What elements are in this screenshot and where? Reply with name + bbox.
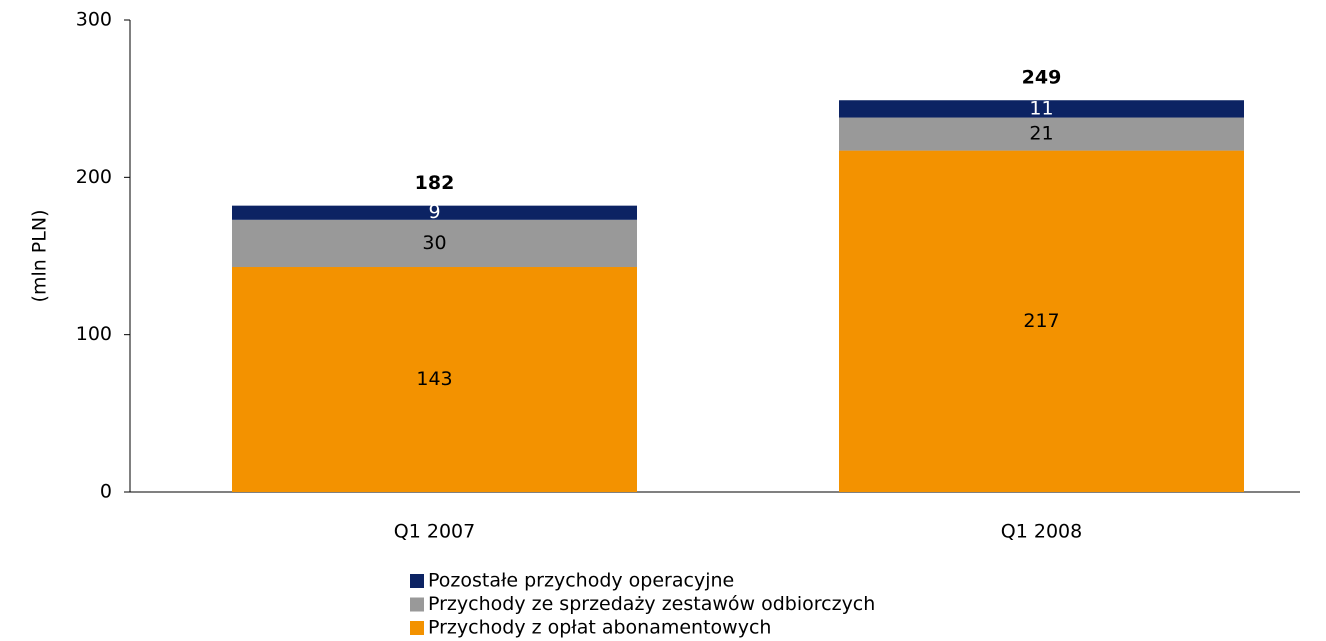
y-tick-label: 0 — [100, 481, 112, 503]
legend-swatch — [410, 574, 424, 588]
legend-label: Przychody ze sprzedaży zestawów odbiorcz… — [428, 593, 875, 615]
data-label: 143 — [416, 368, 452, 390]
bar-segment — [232, 267, 637, 492]
y-axis-label: (mln PLN) — [29, 210, 51, 303]
bar-segment — [839, 100, 1244, 118]
data-label: 30 — [422, 232, 446, 254]
total-label: 249 — [1022, 67, 1062, 89]
y-tick-label: 300 — [76, 9, 112, 31]
x-tick-label: Q1 2008 — [1001, 521, 1082, 543]
legend-swatch — [410, 597, 424, 612]
data-label: 9 — [428, 201, 440, 223]
bar-segment — [839, 150, 1244, 492]
y-tick-label: 200 — [76, 166, 112, 188]
legend-label: Pozostałe przychody operacyjne — [428, 570, 734, 592]
total-label: 182 — [415, 172, 455, 194]
legend-swatch — [410, 621, 424, 635]
x-tick-label: Q1 2007 — [394, 521, 475, 543]
legend-label: Przychody z opłat abonamentowych — [428, 617, 771, 639]
bar-segment — [232, 205, 637, 220]
data-label: 11 — [1029, 97, 1053, 119]
data-label: 21 — [1029, 123, 1053, 145]
data-label: 217 — [1023, 310, 1059, 332]
bar-segment — [232, 219, 637, 268]
bar-segment — [839, 117, 1244, 151]
y-tick-label: 100 — [76, 323, 112, 345]
